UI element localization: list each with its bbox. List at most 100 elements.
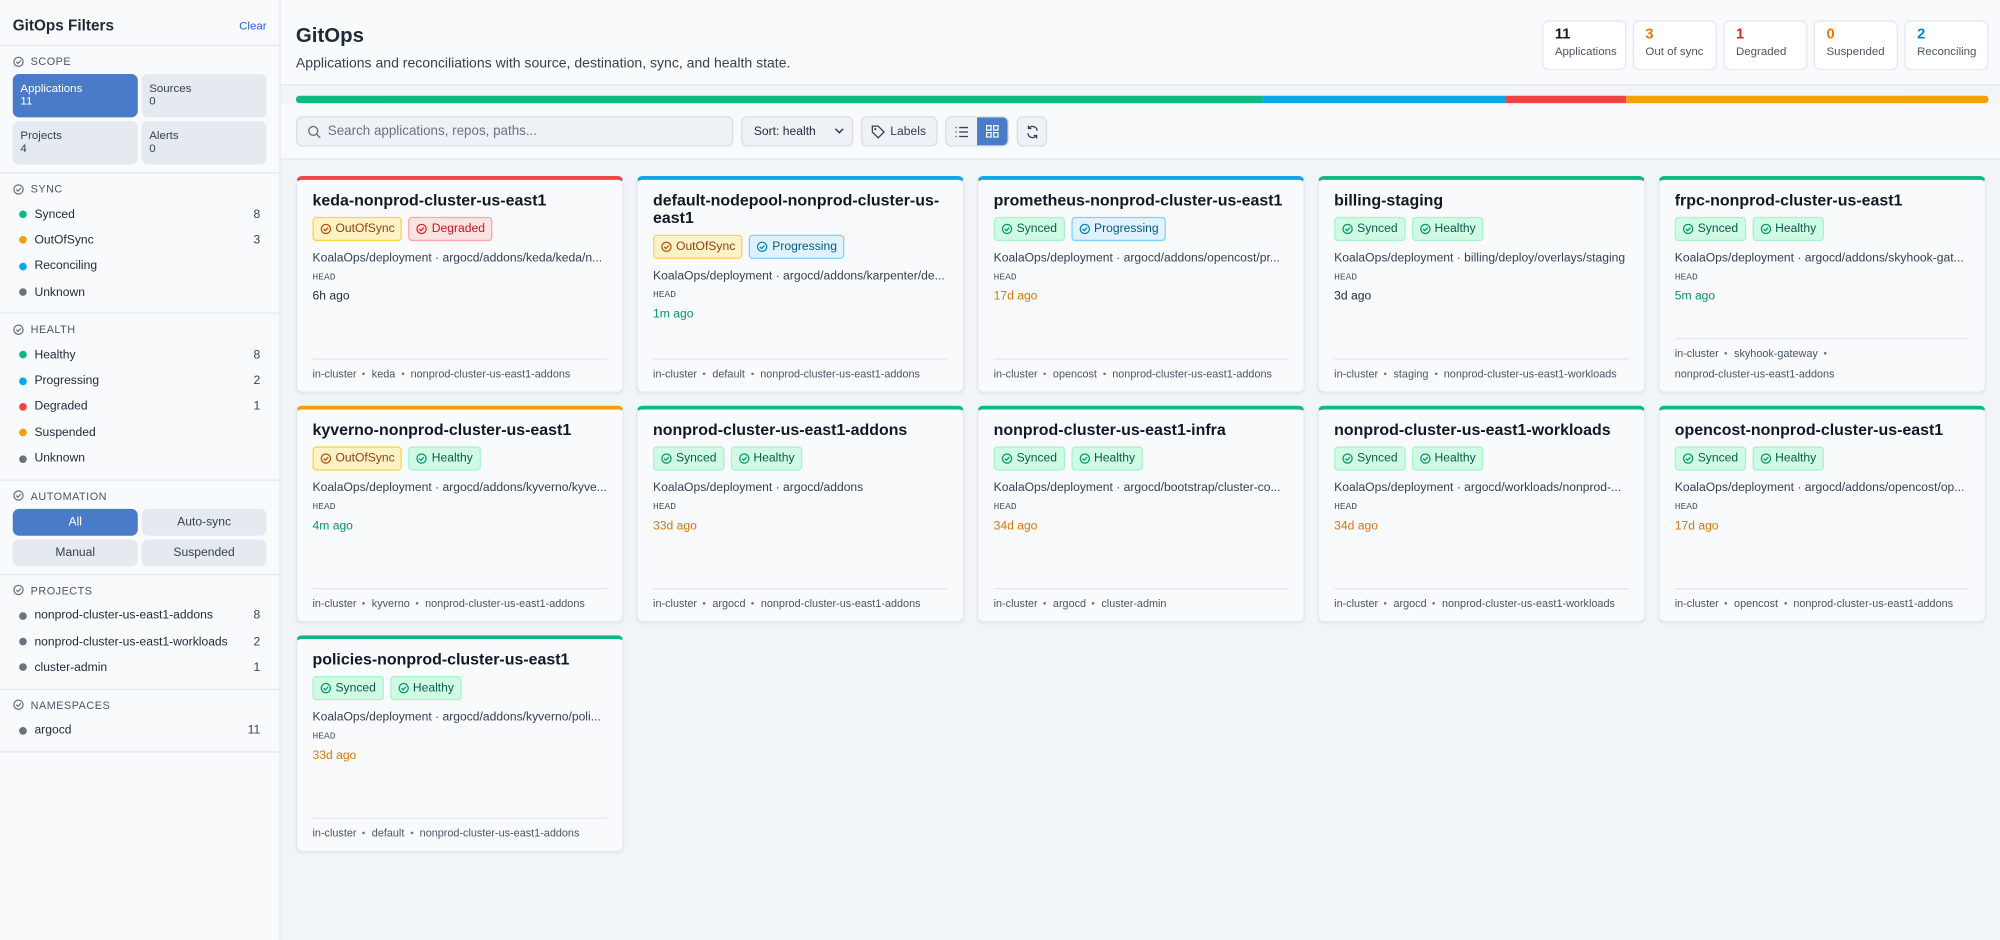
icon bbox=[1079, 223, 1090, 235]
app-card[interactable]: opencost-nonprod-cluster-us-east1 Synced H… bbox=[1658, 405, 1986, 623]
status-dot bbox=[19, 637, 27, 646]
badges: Synced Healthy bbox=[1334, 216, 1629, 242]
sidebar: GitOps Filters Clear SCOPE Applications 11… bbox=[0, 0, 281, 940]
app-destination: in-cluster opencost nonprod-cluster-us-eas… bbox=[1674, 588, 1970, 621]
labels-text: Labels bbox=[890, 124, 927, 139]
badges: OutOfSync Healthy bbox=[312, 446, 607, 471]
badge-label: Synced bbox=[1016, 221, 1057, 236]
app-revision: HEAD bbox=[1674, 272, 1698, 284]
destination-part: argocd bbox=[1052, 596, 1087, 610]
app-card[interactable]: frpc-nonprod-cluster-us-east1 Synced Healt… bbox=[1658, 176, 1986, 393]
app-card[interactable]: nonprod-cluster-us-east1-infra Synced Heal… bbox=[977, 405, 1305, 623]
app-age: 1m ago bbox=[653, 307, 694, 322]
section-label: SCOPE bbox=[13, 55, 267, 68]
app-source: KoalaOps/deployment · argocd/addons/open… bbox=[1674, 480, 1965, 495]
search-input[interactable]: Search applications, repos, paths... bbox=[295, 116, 734, 147]
app-card[interactable]: nonprod-cluster-us-east1-workloads Synced… bbox=[1317, 405, 1646, 623]
icon bbox=[1001, 223, 1013, 235]
filter-row[interactable]: Unknown bbox=[13, 446, 267, 472]
icon bbox=[1001, 453, 1013, 464]
app-destination: in-cluster skyhook-gateway nonprod-cluster… bbox=[1674, 338, 1970, 392]
app-name: billing-staging bbox=[1334, 191, 1444, 210]
app-revision: HEAD bbox=[312, 732, 336, 743]
list-icon bbox=[955, 126, 969, 137]
scope-tile[interactable]: Alerts 0 bbox=[141, 121, 267, 165]
filter-row[interactable]: OutOfSync 3 bbox=[13, 227, 267, 253]
filter-row[interactable]: cluster-admin 1 bbox=[13, 655, 267, 681]
filter-row[interactable]: Reconciling bbox=[13, 253, 267, 279]
filter-name: Suspended bbox=[34, 425, 96, 440]
app-card[interactable]: kyverno-nonprod-cluster-us-east1 OutOfSyn… bbox=[295, 405, 624, 623]
automation-option[interactable]: Suspended bbox=[141, 539, 267, 566]
sidebar-title: GitOps Filters bbox=[12, 16, 114, 35]
app-name: kyverno-nonprod-cluster-us-east1 bbox=[312, 420, 572, 439]
app-destination: in-cluster default nonprod-cluster-us-east… bbox=[653, 358, 948, 391]
automation-option[interactable]: Manual bbox=[12, 539, 138, 566]
scope-count: 11 bbox=[20, 94, 33, 108]
badge-label: Healthy bbox=[1775, 451, 1817, 466]
app-age: 3d ago bbox=[1334, 289, 1372, 304]
destination-part: nonprod-cluster-us-east1-workloads bbox=[1443, 367, 1617, 381]
filter-row[interactable]: Suspended bbox=[13, 420, 267, 446]
scope-tile[interactable]: Applications 11 bbox=[12, 73, 138, 118]
view-toggle bbox=[945, 116, 1009, 147]
sort-select[interactable]: Sort: health bbox=[741, 116, 854, 147]
grid-view-button[interactable] bbox=[977, 117, 1008, 146]
filter-name: Healthy bbox=[34, 347, 76, 363]
scope-count: 0 bbox=[149, 141, 156, 155]
app-card[interactable]: prometheus-nonprod-cluster-us-east1 Synce… bbox=[977, 176, 1305, 393]
filter-count: 2 bbox=[253, 634, 261, 649]
refresh-button[interactable] bbox=[1016, 116, 1048, 147]
destination-part: in-cluster bbox=[1334, 596, 1379, 610]
filter-row[interactable]: Progressing 2 bbox=[13, 368, 267, 394]
destination-part: cluster-admin bbox=[1101, 596, 1167, 610]
scope-tile[interactable]: Sources 0 bbox=[141, 73, 267, 118]
filter-row[interactable]: Unknown bbox=[13, 279, 267, 305]
destination-part: default bbox=[712, 367, 745, 381]
icon bbox=[1419, 453, 1431, 464]
app-age: 33d ago bbox=[653, 519, 697, 534]
destination-part: kyverno bbox=[371, 596, 410, 610]
page-subtitle: Applications and reconciliations with so… bbox=[295, 56, 791, 72]
app-card[interactable]: default-nodepool-nonprod-cluster-us-east… bbox=[636, 176, 965, 393]
icon bbox=[398, 682, 409, 694]
section-title: SYNC bbox=[30, 182, 63, 196]
badge-label: Synced bbox=[676, 451, 717, 466]
stats: 11 Applications 3 Out of sync 1 Degraded 0 Susp… bbox=[1542, 20, 1989, 84]
separator bbox=[1384, 372, 1388, 375]
app-card[interactable]: billing-staging Synced Healthy KoalaOps/dep… bbox=[1317, 176, 1646, 393]
section-title: SCOPE bbox=[30, 54, 72, 68]
status-segment bbox=[1625, 95, 1989, 104]
filter-row[interactable]: Synced 8 bbox=[13, 202, 267, 228]
app-destination: in-cluster argocd cluster-admin bbox=[993, 588, 1289, 621]
badge-label: Healthy bbox=[1775, 221, 1817, 236]
app-name: opencost-nonprod-cluster-us-east1 bbox=[1674, 420, 1944, 439]
separator bbox=[362, 831, 366, 835]
app-destination: in-cluster argocd nonprod-cluster-us-east1… bbox=[653, 588, 948, 621]
app-destination: in-cluster staging nonprod-cluster-us-east… bbox=[1334, 358, 1629, 391]
status-dot bbox=[19, 236, 27, 245]
app-card[interactable]: policies-nonprod-cluster-us-east1 Synced H… bbox=[295, 635, 624, 853]
filter-row[interactable]: nonprod-cluster-us-east1-addons 8 bbox=[13, 603, 267, 629]
filter-row[interactable]: Healthy 8 bbox=[13, 342, 267, 368]
app-card[interactable]: nonprod-cluster-us-east1-addons Synced Hea… bbox=[636, 405, 965, 623]
labels-button[interactable]: Labels bbox=[860, 116, 938, 147]
filter-row[interactable]: argocd 11 bbox=[13, 718, 267, 744]
app-age: 33d ago bbox=[312, 748, 357, 763]
automation-option[interactable]: All bbox=[12, 508, 138, 536]
stat-value: 1 bbox=[1735, 26, 1745, 43]
badge-label: Progressing bbox=[1093, 221, 1159, 236]
automation-option[interactable]: Auto-sync bbox=[141, 508, 267, 536]
list-view-button[interactable] bbox=[946, 117, 978, 146]
app-destination: in-cluster keda nonprod-cluster-us-east1-a… bbox=[312, 358, 608, 391]
filter-row[interactable]: nonprod-cluster-us-east1-workloads 2 bbox=[13, 629, 267, 655]
scope-tile[interactable]: Projects 4 bbox=[12, 121, 138, 165]
icon bbox=[1342, 453, 1353, 464]
toolbar: Search applications, repos, paths... Sor… bbox=[280, 103, 2000, 160]
badges: Synced Healthy bbox=[312, 676, 607, 701]
clear-button[interactable]: Clear bbox=[239, 19, 267, 32]
status-dot bbox=[19, 262, 27, 271]
app-card[interactable]: keda-nonprod-cluster-us-east1 OutOfSync De… bbox=[295, 176, 624, 393]
filter-row[interactable]: Degraded 1 bbox=[13, 394, 267, 420]
destination-part: in-cluster bbox=[312, 367, 357, 381]
